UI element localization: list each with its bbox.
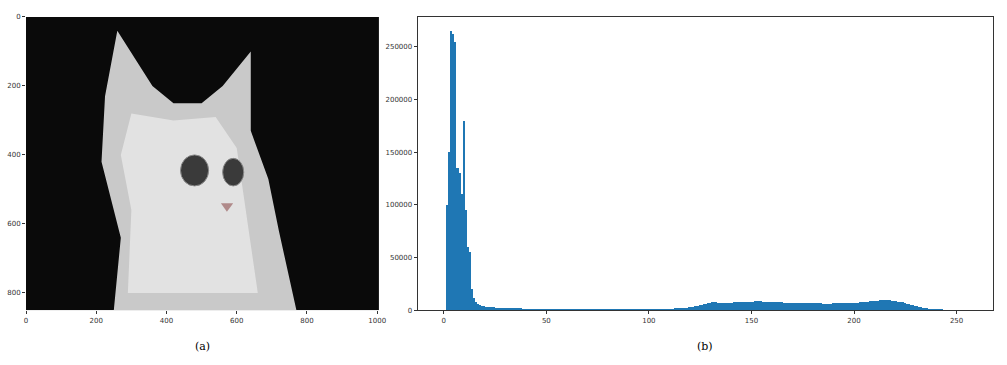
svg-text:400: 400 — [7, 151, 20, 159]
svg-text:0: 0 — [442, 317, 446, 325]
svg-text:1000: 1000 — [368, 317, 386, 325]
svg-text:800: 800 — [7, 289, 20, 297]
svg-text:0: 0 — [408, 307, 412, 315]
svg-text:200: 200 — [847, 317, 860, 325]
svg-text:50000: 50000 — [390, 254, 412, 262]
svg-text:250000: 250000 — [386, 43, 413, 51]
svg-text:600: 600 — [7, 220, 20, 228]
svg-text:800: 800 — [300, 317, 313, 325]
svg-text:600: 600 — [230, 317, 243, 325]
svg-text:250: 250 — [950, 317, 963, 325]
svg-text:150: 150 — [745, 317, 758, 325]
svg-text:0: 0 — [16, 13, 20, 21]
svg-text:(a): (a) — [195, 340, 210, 353]
svg-text:100000: 100000 — [386, 201, 413, 209]
svg-text:100: 100 — [642, 317, 655, 325]
svg-text:(b): (b) — [697, 340, 713, 353]
svg-text:50: 50 — [542, 317, 551, 325]
svg-text:400: 400 — [160, 317, 173, 325]
svg-text:200: 200 — [90, 317, 103, 325]
svg-text:150000: 150000 — [386, 149, 413, 157]
svg-text:0: 0 — [24, 317, 28, 325]
svg-text:200: 200 — [7, 82, 20, 90]
svg-text:200000: 200000 — [386, 96, 413, 104]
